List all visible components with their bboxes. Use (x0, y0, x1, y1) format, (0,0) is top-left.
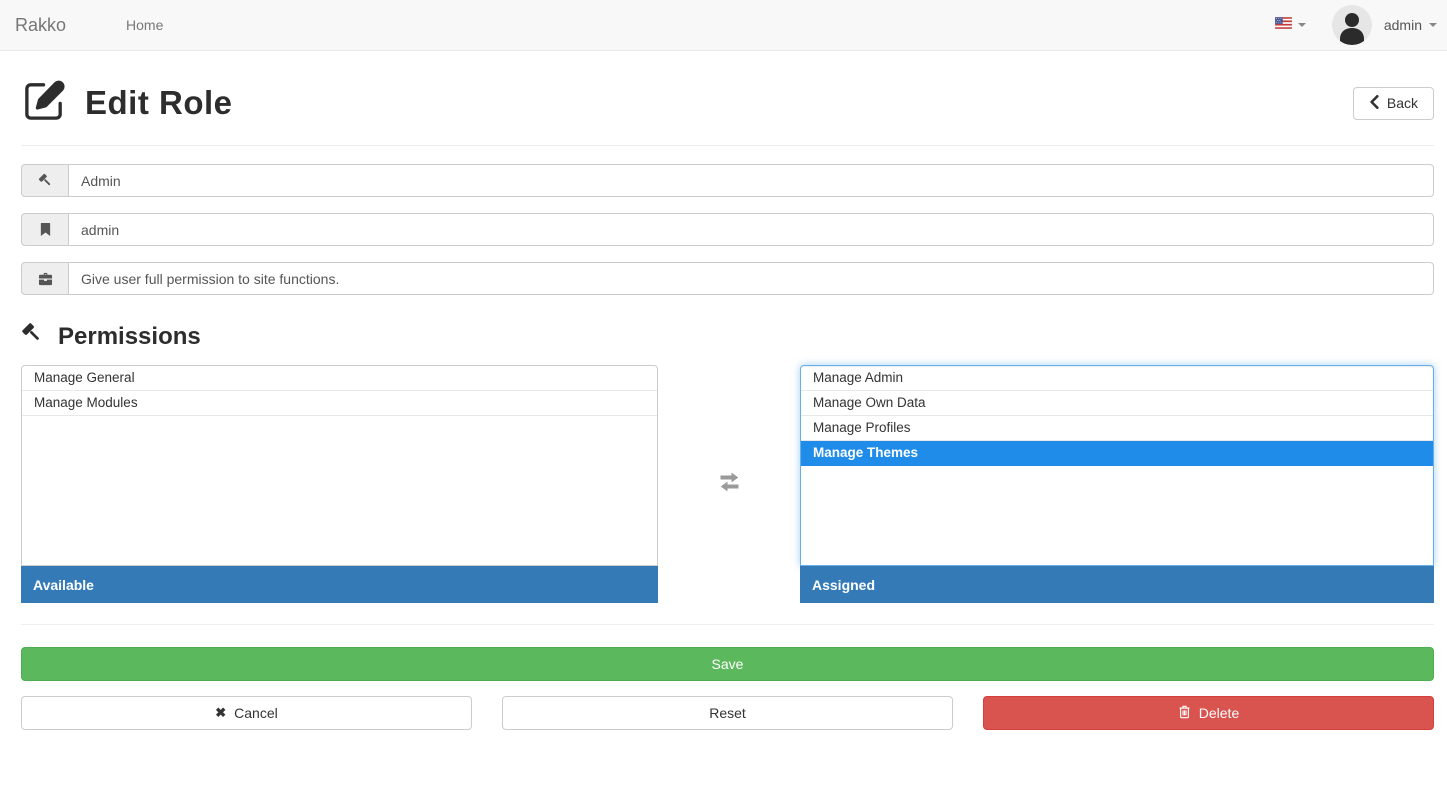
available-footer-label: Available (21, 566, 658, 603)
dual-listbox: Manage General Manage Modules Available … (21, 365, 1434, 603)
header-divider (21, 145, 1434, 146)
role-name-group (21, 164, 1434, 197)
user-avatar[interactable] (1331, 5, 1372, 45)
secondary-actions-row: ✖ Cancel Reset Delete (21, 696, 1434, 730)
role-form (21, 164, 1434, 295)
permissions-title: Permissions (58, 322, 201, 350)
times-icon: ✖ (215, 705, 227, 720)
exchange-arrows-icon (717, 471, 742, 498)
title-wrap: Edit Role (21, 77, 233, 129)
user-menu-dropdown[interactable]: admin (1384, 17, 1439, 33)
list-item[interactable]: Manage Own Data (801, 391, 1433, 416)
reset-button[interactable]: Reset (502, 696, 953, 730)
delete-button-label: Delete (1198, 705, 1240, 721)
permissions-heading: Permissions (21, 322, 1434, 351)
assigned-footer-label: Assigned (800, 566, 1434, 603)
role-slug-input[interactable] (68, 213, 1434, 246)
main-content: Edit Role Back (0, 51, 1447, 730)
back-button[interactable]: Back (1352, 86, 1434, 120)
actions-divider (21, 624, 1434, 625)
transfer-column (658, 471, 800, 498)
page-header: Edit Role Back (21, 77, 1434, 129)
edit-pencil-square-icon (21, 77, 68, 129)
cancel-button-label: Cancel (234, 705, 278, 721)
gavel-icon (21, 164, 68, 197)
reset-button-label: Reset (709, 705, 746, 721)
trash-icon (1178, 704, 1191, 722)
role-description-group (21, 262, 1434, 295)
list-item[interactable]: Manage Admin (801, 366, 1433, 391)
role-name-input[interactable] (68, 164, 1434, 197)
available-list[interactable]: Manage General Manage Modules (21, 365, 658, 566)
list-item[interactable]: Manage General (22, 366, 657, 391)
role-slug-group (21, 213, 1434, 246)
caret-down-icon (1297, 23, 1306, 27)
delete-button[interactable]: Delete (983, 696, 1434, 730)
page-title: Edit Role (85, 84, 233, 121)
gavel-icon (21, 322, 43, 351)
save-button-label: Save (711, 656, 744, 672)
user-name: admin (1383, 17, 1422, 33)
language-dropdown[interactable] (1271, 10, 1310, 40)
cancel-button[interactable]: ✖ Cancel (21, 696, 472, 730)
list-item[interactable]: Manage Modules (22, 391, 657, 416)
brand-logo[interactable]: Rakko (15, 14, 67, 35)
bookmark-icon (21, 213, 68, 246)
role-description-input[interactable] (68, 262, 1434, 295)
navbar-right: admin (1271, 5, 1439, 45)
back-button-label: Back (1386, 95, 1418, 111)
assigned-list[interactable]: Manage Admin Manage Own Data Manage Prof… (800, 365, 1434, 566)
top-navbar: Rakko Home (0, 0, 1447, 51)
save-button[interactable]: Save (21, 647, 1434, 681)
list-item[interactable]: Manage Themes (801, 441, 1433, 466)
us-flag-icon (1274, 16, 1293, 34)
chevron-left-icon (1369, 94, 1379, 112)
caret-down-icon (1429, 23, 1437, 27)
briefcase-icon (21, 262, 68, 295)
assigned-column: Manage Admin Manage Own Data Manage Prof… (800, 365, 1434, 603)
available-column: Manage General Manage Modules Available (21, 365, 658, 603)
list-item[interactable]: Manage Profiles (801, 416, 1433, 441)
nav-item-home[interactable]: Home (126, 17, 164, 33)
